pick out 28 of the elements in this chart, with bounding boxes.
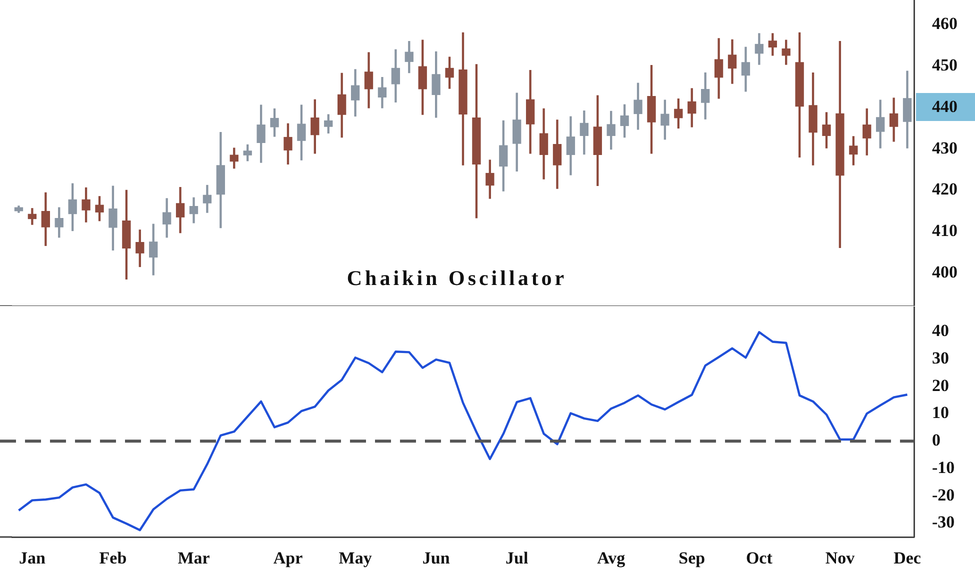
y-tick-label: 20 [932, 376, 949, 395]
x-tick-label: Jun [422, 548, 450, 568]
x-tick-label: Sep [678, 548, 706, 568]
x-tick-label: Mar [178, 548, 210, 568]
x-tick-label: Apr [273, 548, 304, 568]
y-tick-label: 410 [932, 220, 958, 240]
y-tick-label: 40 [932, 321, 949, 340]
y-tick-label: -20 [932, 485, 955, 504]
x-tick-label: Nov [825, 548, 856, 568]
y-tick-label: 10 [932, 403, 949, 422]
x-tick-label: Oct [746, 548, 773, 568]
y-tick-label: 440 [932, 96, 958, 116]
y-tick-label: 450 [932, 56, 958, 75]
chart-title: Chaikin Oscillator [346, 266, 568, 291]
y-tick-label: -10 [932, 458, 955, 477]
y-tick-label: 420 [932, 180, 958, 199]
y-tick-label: 30 [932, 348, 949, 368]
x-tick-label: Feb [99, 548, 127, 568]
y-tick-label: 460 [932, 14, 958, 34]
x-tick-label: Dec [894, 548, 922, 568]
x-tick-label: Jul [506, 548, 528, 568]
y-tick-label: 400 [932, 262, 958, 282]
x-tick-label: Avg [597, 548, 626, 568]
y-tick-label: 0 [932, 430, 940, 450]
x-tick-label: Jan [18, 548, 46, 568]
y-tick-label: 430 [932, 138, 958, 158]
x-tick-label: May [338, 548, 372, 568]
y-tick-label: -30 [932, 512, 955, 532]
